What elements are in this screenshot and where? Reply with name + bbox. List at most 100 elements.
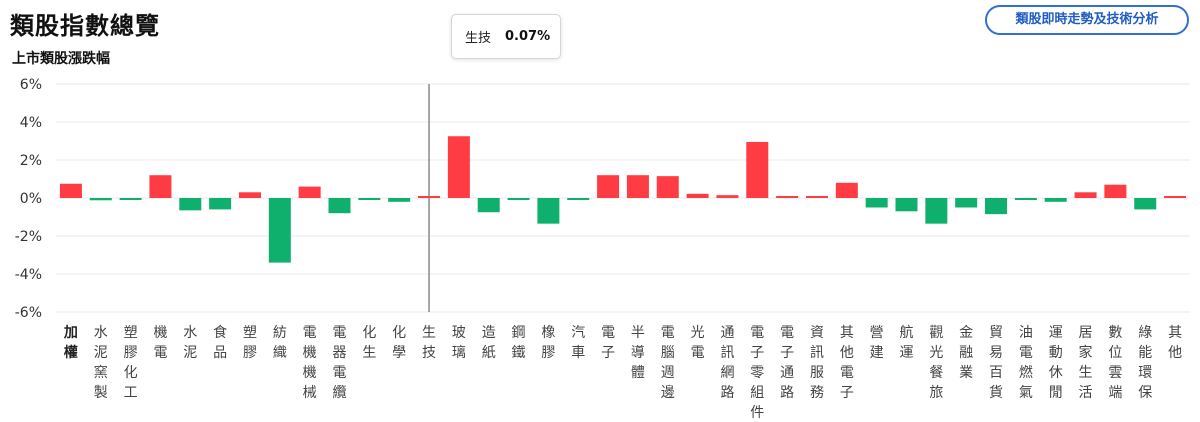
bar-光電[interactable] (686, 193, 709, 198)
x-tick-char: 運 (1049, 325, 1063, 341)
x-tick-char: 車 (571, 344, 585, 361)
bar-造紙[interactable] (477, 198, 500, 213)
bar-化生[interactable] (358, 198, 381, 200)
bar-通訊網路[interactable] (716, 195, 739, 198)
x-tick-char: 業 (959, 365, 973, 381)
bar-電子零組件[interactable] (746, 141, 769, 198)
y-tick-label: -4% (15, 267, 42, 283)
bar-機電[interactable] (149, 175, 172, 198)
bar-金融業[interactable] (955, 198, 978, 208)
x-tick-char: 紙 (482, 345, 496, 361)
x-axis-labels: 加權水泥窯製塑膠化工機電水泥食品塑膠紡織電機機械電器電纜化生化學生技玻璃造紙鋼鐵… (63, 324, 1182, 421)
bar-電子通路[interactable] (776, 196, 799, 198)
x-tick-label: 航運 (900, 325, 914, 361)
x-tick-char: 百 (989, 365, 1003, 381)
x-tick-char: 路 (720, 385, 734, 401)
x-tick-label: 光電 (691, 325, 705, 361)
bar-觀光餐旅[interactable] (925, 198, 948, 224)
bar-水泥窯製[interactable] (89, 198, 112, 201)
x-tick-char: 電 (303, 325, 317, 341)
x-tick-char: 觀 (929, 325, 943, 341)
x-tick-char: 運 (900, 345, 914, 361)
x-tick-label: 橡膠 (541, 325, 555, 361)
x-tick-char: 造 (482, 325, 496, 341)
bar-水泥[interactable] (179, 198, 202, 211)
x-tick-char: 件 (750, 405, 764, 421)
x-tick-char: 零 (750, 365, 764, 381)
x-tick-char: 貨 (989, 384, 1003, 401)
x-tick-char: 化 (392, 325, 406, 341)
bar-綠能環保[interactable] (1134, 198, 1157, 210)
sector-analysis-button[interactable]: 類股即時走勢及技術分析 (985, 5, 1189, 35)
x-tick-label: 生技 (422, 325, 436, 361)
y-tick-label: 6% (20, 77, 42, 93)
bar-居家生活[interactable] (1074, 192, 1097, 198)
bar-資訊服務[interactable] (805, 196, 828, 198)
bar-其他[interactable] (1164, 196, 1187, 198)
bar-其他電子[interactable] (835, 182, 858, 198)
x-tick-label: 其他 (1168, 325, 1182, 361)
x-tick-char: 保 (1138, 385, 1152, 401)
bar-運動休閒[interactable] (1044, 198, 1067, 202)
x-tick-char: 航 (900, 325, 914, 341)
bar-貿易百貨[interactable] (985, 198, 1008, 215)
x-tick-char: 工 (124, 385, 138, 401)
x-tick-char: 務 (810, 385, 824, 401)
bar-生技[interactable] (418, 196, 441, 198)
chart-bars[interactable] (59, 136, 1187, 263)
bar-營建[interactable] (865, 198, 888, 208)
x-tick-char: 電 (153, 345, 167, 361)
x-tick-char: 腦 (661, 345, 675, 361)
x-tick-label: 機電 (153, 325, 167, 361)
bar-塑膠化工[interactable] (119, 198, 142, 200)
tooltip-change-value: 0.07% (505, 29, 551, 44)
bar-玻璃[interactable] (447, 136, 470, 198)
x-tick-char: 其 (840, 325, 854, 341)
bar-化學[interactable] (388, 198, 411, 202)
x-tick-char: 環 (1138, 365, 1152, 381)
x-tick-char: 生 (422, 325, 436, 341)
bar-油電燃氣[interactable] (1014, 198, 1037, 200)
x-tick-char: 生 (1079, 365, 1093, 381)
bar-電腦週邊[interactable] (656, 176, 679, 198)
y-tick-label: 0% (20, 191, 42, 207)
bar-食品[interactable] (209, 198, 232, 210)
x-tick-char: 鋼 (512, 325, 526, 341)
bar-汽車[interactable] (567, 198, 590, 200)
x-tick-char: 餐 (929, 365, 943, 381)
bar-半導體[interactable] (626, 175, 649, 198)
bar-紡織[interactable] (268, 198, 291, 263)
bar-數位雲端[interactable] (1104, 184, 1127, 198)
x-tick-char: 活 (1079, 385, 1093, 401)
x-tick-char: 其 (1168, 325, 1182, 341)
bar-電機機械[interactable] (298, 186, 321, 198)
bar-鋼鐵[interactable] (507, 198, 530, 200)
bar-航運[interactable] (895, 198, 918, 212)
x-tick-label: 造紙 (482, 325, 496, 361)
bar-加權[interactable] (59, 183, 82, 198)
x-tick-char: 子 (780, 345, 794, 361)
x-tick-char: 端 (1108, 385, 1122, 401)
bar-電子[interactable] (597, 175, 620, 198)
x-tick-char: 子 (750, 345, 764, 361)
x-tick-char: 玻 (452, 325, 466, 341)
y-axis-ticks: 6% 4% 2% 0% -2% -4% -6% (15, 77, 42, 321)
x-tick-char: 貿 (989, 325, 1003, 341)
x-tick-char: 訊 (720, 345, 734, 361)
x-tick-char: 居 (1079, 325, 1093, 341)
x-tick-char: 光 (691, 325, 705, 341)
x-tick-char: 數 (1108, 325, 1122, 341)
bar-橡膠[interactable] (537, 198, 560, 224)
x-tick-char: 氣 (1019, 385, 1033, 401)
bar-塑膠[interactable] (238, 192, 261, 198)
bar-電器電纜[interactable] (328, 198, 351, 214)
